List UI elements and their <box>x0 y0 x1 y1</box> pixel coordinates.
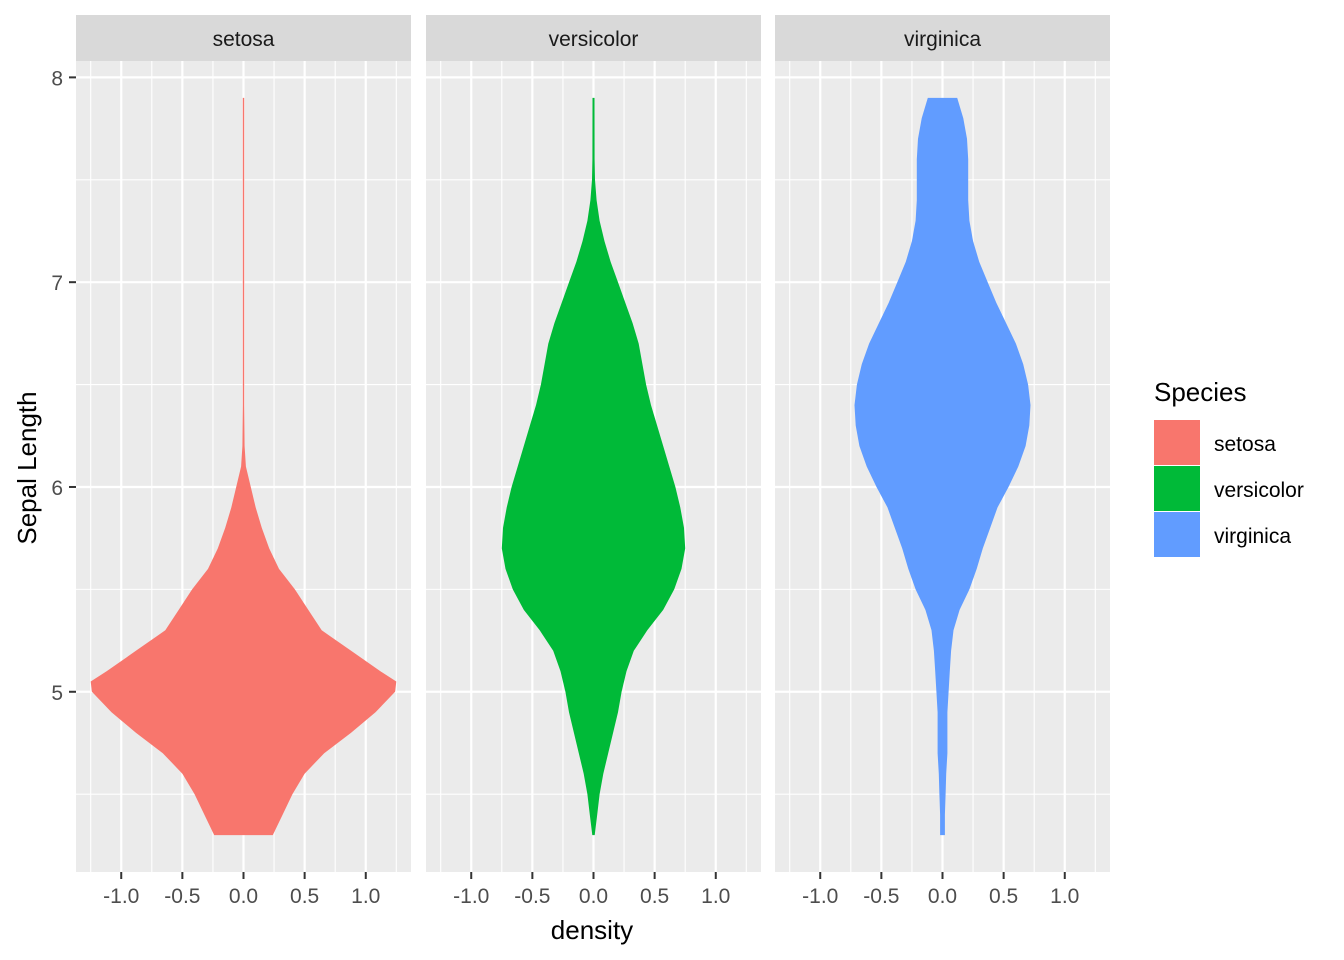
legend-label-versicolor: versicolor <box>1214 479 1304 502</box>
x-tick-label: 1.0 <box>1050 885 1079 908</box>
x-axis-title: density <box>551 915 633 945</box>
y-tick-label: 5 <box>51 682 63 705</box>
facet-strip-label: virginica <box>904 28 981 51</box>
y-axis: 5 6 7 8 <box>51 67 76 705</box>
legend-key-versicolor <box>1154 466 1200 511</box>
violin-setosa <box>90 97 397 836</box>
y-axis-title: Sepal Length <box>12 391 42 544</box>
facet-strip <box>426 15 761 61</box>
x-tick-label: 0.5 <box>989 885 1018 908</box>
facet-strip-label: setosa <box>213 28 275 51</box>
x-tick-label: -1.0 <box>103 885 139 908</box>
x-tick-label: -0.5 <box>514 885 550 908</box>
x-tick-label: 1.0 <box>701 885 730 908</box>
facet-panels: setosa -1.0 -0.5 0.0 0.5 1.0 versicolor -1.0 -0.… <box>76 15 1110 908</box>
x-tick-label: -0.5 <box>863 885 899 908</box>
x-tick-label: 0.0 <box>579 885 608 908</box>
legend-key-setosa <box>1154 420 1200 465</box>
facet-strip <box>775 15 1110 61</box>
x-tick-label: -1.0 <box>453 885 489 908</box>
x-tick-label: 0.5 <box>640 885 669 908</box>
x-tick-label: -0.5 <box>164 885 200 908</box>
facet-panel-versicolor: versicolor -1.0 -0.5 0.0 0.5 1.0 <box>426 15 761 908</box>
legend-label-virginica: virginica <box>1214 525 1291 548</box>
legend-key-virginica <box>1154 512 1200 557</box>
y-tick-label: 7 <box>51 272 63 295</box>
legend-label-setosa: setosa <box>1214 433 1276 456</box>
facet-strip <box>76 15 411 61</box>
x-tick-label: 1.0 <box>351 885 380 908</box>
violin-virginica <box>854 97 1031 836</box>
legend-title: Species <box>1154 377 1247 407</box>
x-tick-label: 0.5 <box>290 885 319 908</box>
x-tick-label: -1.0 <box>802 885 838 908</box>
violin-versicolor <box>501 97 686 836</box>
facet-panel-virginica: virginica -1.0 -0.5 0.0 0.5 1.0 <box>775 15 1110 908</box>
x-tick-label: 0.0 <box>229 885 258 908</box>
y-tick-label: 8 <box>51 67 63 90</box>
legend: Species setosa versicolor virginica <box>1154 377 1304 557</box>
facet-strip-label: versicolor <box>549 28 639 51</box>
x-tick-label: 0.0 <box>928 885 957 908</box>
y-tick-label: 6 <box>51 477 63 500</box>
facet-panel-setosa: setosa -1.0 -0.5 0.0 0.5 1.0 <box>76 15 411 908</box>
